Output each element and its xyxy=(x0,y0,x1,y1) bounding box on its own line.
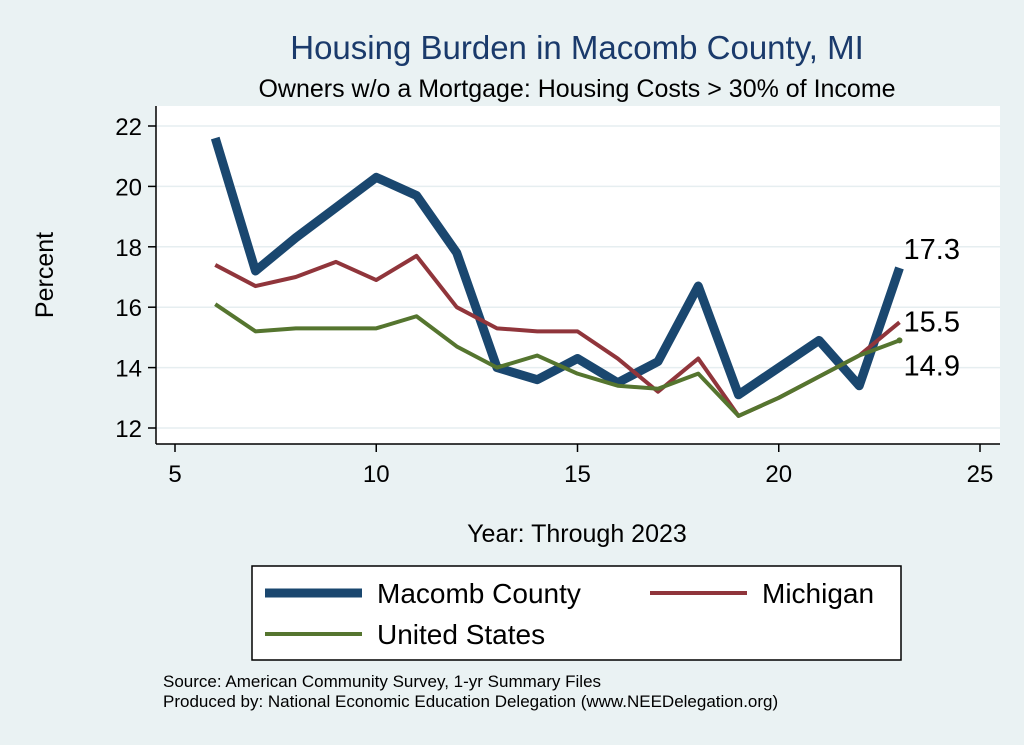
x-tick-label: 25 xyxy=(967,461,994,488)
y-ticks: 12 14 16 18 20 22 xyxy=(115,114,156,443)
x-tick-label: 15 xyxy=(564,461,591,488)
x-ticks: 5 10 15 20 25 xyxy=(168,444,993,488)
y-tick-label: 14 xyxy=(115,356,142,383)
end-label-united-states: 14.9 xyxy=(904,350,960,382)
grid-lines xyxy=(156,125,1000,429)
end-label-macomb-county: 17.3 xyxy=(904,234,960,266)
source-line: Source: American Community Survey, 1-yr … xyxy=(163,672,601,691)
y-axis-label: Percent xyxy=(31,232,59,318)
x-tick-label: 5 xyxy=(168,461,181,488)
y-tick-label: 20 xyxy=(115,174,142,201)
y-tick-label: 16 xyxy=(115,295,142,322)
end-label-michigan: 15.5 xyxy=(904,306,960,338)
series-line-united-states xyxy=(214,302,901,418)
y-tick-label: 18 xyxy=(115,235,142,262)
plot-area xyxy=(156,106,1000,444)
x-tick-label: 10 xyxy=(363,461,390,488)
end-labels: 17.3 15.5 14.9 xyxy=(904,234,960,382)
y-tick-label: 22 xyxy=(115,114,142,141)
produced-by-line: Produced by: National Economic Education… xyxy=(163,692,778,711)
legend-label: United States xyxy=(377,619,545,650)
legend-label: Michigan xyxy=(762,578,874,609)
x-tick-label: 20 xyxy=(765,461,792,488)
legend-label: Macomb County xyxy=(377,578,581,609)
chart-title: Housing Burden in Macomb County, MI xyxy=(290,29,864,66)
legend: Macomb County Michigan United States xyxy=(265,578,874,650)
y-tick-label: 12 xyxy=(115,416,142,443)
series-lines xyxy=(210,136,904,418)
chart-subtitle: Owners w/o a Mortgage: Housing Costs > 3… xyxy=(258,75,895,103)
series-line-macomb-county xyxy=(210,136,904,400)
legend-box xyxy=(251,565,902,661)
x-axis-label: Year: Through 2023 xyxy=(467,520,687,548)
series-end-marker xyxy=(896,337,903,344)
